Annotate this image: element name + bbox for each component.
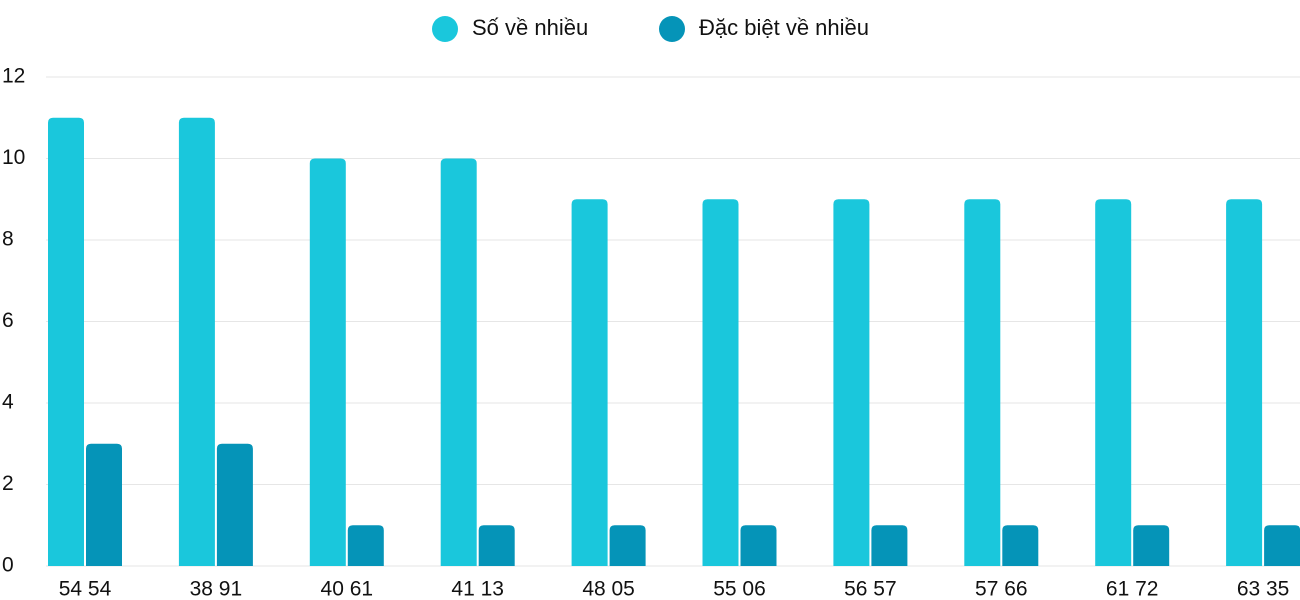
bar bbox=[871, 525, 908, 566]
x-tick-label: 40 61 bbox=[321, 578, 374, 600]
bar bbox=[702, 199, 739, 566]
legend-marker bbox=[659, 16, 685, 42]
bar bbox=[1133, 525, 1170, 566]
x-tick-label: 56 57 bbox=[844, 578, 897, 600]
x-tick-label: 38 91 bbox=[190, 578, 243, 600]
x-tick-label: 54 54 bbox=[59, 578, 112, 600]
legend-label: Đặc biệt về nhiều bbox=[699, 15, 869, 40]
bar bbox=[740, 525, 777, 566]
y-tick-label: 4 bbox=[2, 391, 14, 414]
bar bbox=[609, 525, 646, 566]
bar bbox=[478, 525, 515, 566]
y-tick-label: 8 bbox=[2, 228, 14, 251]
bar bbox=[1226, 199, 1263, 566]
bar bbox=[48, 117, 84, 566]
legend-marker bbox=[432, 16, 458, 42]
bar bbox=[178, 117, 215, 566]
bar bbox=[1002, 525, 1039, 566]
legend-label: Số về nhiều bbox=[472, 15, 588, 40]
bar bbox=[440, 158, 477, 566]
bar bbox=[964, 199, 1001, 566]
x-tick-label: 61 72 bbox=[1106, 578, 1159, 600]
y-tick-label: 12 bbox=[2, 65, 25, 88]
bar bbox=[86, 443, 122, 566]
bar bbox=[1264, 525, 1300, 566]
bar bbox=[1095, 199, 1132, 566]
bar bbox=[309, 158, 346, 566]
y-tick-label: 10 bbox=[2, 146, 25, 169]
x-tick-label: 55 06 bbox=[713, 578, 766, 600]
x-tick-label: 63 35 bbox=[1237, 578, 1290, 600]
bar bbox=[347, 525, 384, 566]
x-tick-label: 41 13 bbox=[451, 578, 504, 600]
y-tick-label: 6 bbox=[2, 309, 14, 332]
x-tick-label: 57 66 bbox=[975, 578, 1028, 600]
bar bbox=[571, 199, 608, 566]
bar bbox=[216, 443, 253, 566]
y-tick-label: 0 bbox=[2, 554, 14, 577]
x-tick-label: 48 05 bbox=[582, 578, 635, 600]
y-tick-label: 2 bbox=[2, 472, 14, 495]
bar bbox=[833, 199, 870, 566]
